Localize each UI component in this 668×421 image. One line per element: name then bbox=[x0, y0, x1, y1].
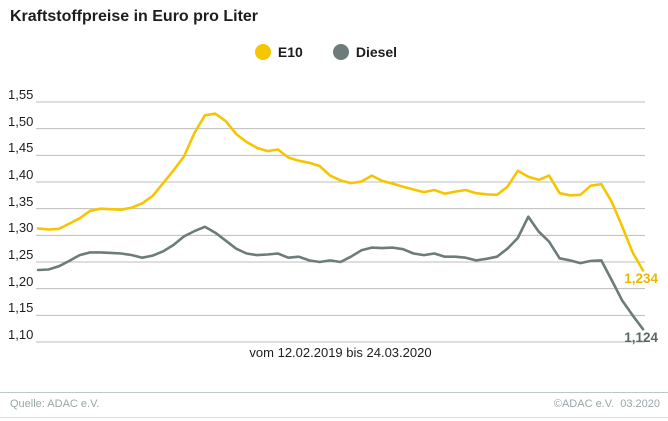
y-axis-tick-label: 1,25 bbox=[8, 247, 34, 262]
source-label: Quelle: ADAC e.V. bbox=[10, 398, 100, 410]
y-axis-tick-label: 1,50 bbox=[8, 113, 34, 129]
footer-divider bbox=[0, 392, 668, 393]
date-range-label: vom 12.02.2019 bis 24.03.2020 bbox=[249, 345, 432, 360]
y-axis-tick-label: 1,55 bbox=[8, 87, 34, 102]
y-axis-tick-label: 1,20 bbox=[8, 273, 34, 289]
legend-label-diesel: Diesel bbox=[355, 44, 398, 60]
legend-label-e10: E10 bbox=[277, 44, 303, 60]
e10-series-line bbox=[36, 112, 645, 272]
y-axis-tick-label: 1,35 bbox=[8, 193, 34, 209]
legend-item-e10: E10 bbox=[254, 44, 303, 60]
y-axis-tick-label: 1,40 bbox=[8, 167, 34, 182]
y-axis-tick-label: 1,15 bbox=[8, 300, 34, 316]
y-axis-tick-label: 1,45 bbox=[8, 140, 34, 156]
page-title: Kraftstoffpreise in Euro pro Liter bbox=[10, 8, 259, 25]
y-axis-tick-label: 1,30 bbox=[8, 220, 34, 236]
diesel-series-line bbox=[36, 215, 645, 331]
legend-item-diesel: Diesel bbox=[332, 44, 398, 60]
y-axis-tick-label: 1,10 bbox=[8, 327, 34, 342]
bottom-divider bbox=[0, 417, 668, 418]
diesel-end-value-label: 1,124 bbox=[624, 330, 658, 345]
e10-color-dot-icon bbox=[254, 44, 271, 60]
chart-legend: E10 Diesel bbox=[0, 44, 652, 60]
copyright-label: ©ADAC e.V. 03.2020 bbox=[553, 398, 660, 410]
e10-end-value-label: 1,234 bbox=[624, 271, 658, 286]
diesel-color-dot-icon bbox=[332, 44, 349, 60]
